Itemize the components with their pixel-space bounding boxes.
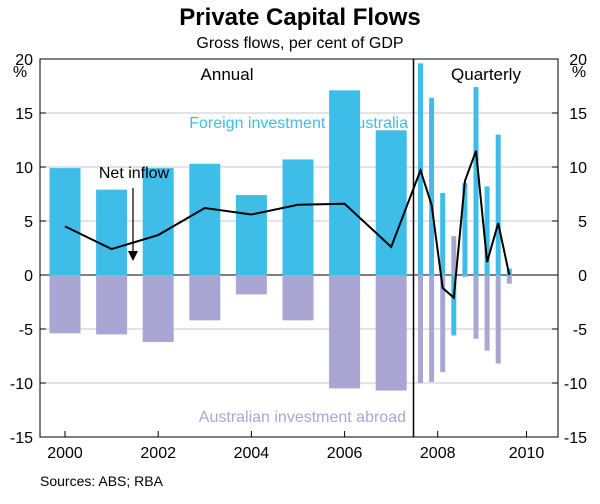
bar-inflow bbox=[440, 192, 446, 275]
y-tick-label-left: 15 bbox=[15, 106, 33, 123]
bar-inflow bbox=[451, 275, 457, 336]
bar-outflow bbox=[429, 275, 435, 382]
bar-inflow bbox=[49, 168, 81, 275]
bar-inflow bbox=[235, 195, 267, 275]
x-tick-label: 2000 bbox=[47, 445, 83, 462]
y-tick-label-left: -10 bbox=[10, 376, 33, 393]
bar-outflow bbox=[96, 275, 128, 335]
bar-inflow bbox=[189, 163, 221, 275]
y-tick-label-right: 20 bbox=[569, 52, 587, 69]
unit-label-right: % bbox=[572, 64, 586, 81]
chart-subtitle: Gross flows, per cent of GDP bbox=[196, 35, 404, 52]
y-tick-label-left: 20 bbox=[15, 52, 33, 69]
net-inflow-arrowhead bbox=[128, 251, 138, 261]
bar-inflow bbox=[142, 168, 174, 275]
panel-label-quarterly: Quarterly bbox=[451, 65, 521, 84]
outflow-annotation: Australian investment abroad bbox=[199, 409, 406, 426]
y-tick-label-left: 0 bbox=[24, 268, 33, 285]
x-tick-label: 2006 bbox=[327, 445, 363, 462]
y-tick-label-right: 10 bbox=[569, 160, 587, 177]
bar-inflow bbox=[495, 134, 501, 275]
bar-inflow bbox=[462, 183, 468, 275]
unit-label-left: % bbox=[13, 64, 27, 81]
source-note: Sources: ABS; RBA bbox=[40, 473, 163, 489]
bar-inflow bbox=[329, 90, 361, 275]
bar-inflow bbox=[484, 186, 490, 275]
net-inflow-annotation: Net inflow bbox=[99, 165, 170, 182]
bar-outflow bbox=[142, 275, 174, 342]
y-tick-label-left: 10 bbox=[15, 160, 33, 177]
inflow-annotation: Foreign investment in Australia bbox=[189, 115, 408, 132]
bar-inflow bbox=[282, 159, 314, 275]
bar-outflow bbox=[484, 275, 490, 351]
y-tick-label-right: 0 bbox=[578, 268, 587, 285]
y-tick-label-right: -5 bbox=[573, 322, 587, 339]
plot-frame bbox=[39, 58, 559, 438]
series-net-inflow bbox=[64, 150, 511, 300]
bar-outflow bbox=[418, 275, 423, 383]
x-tick-label: 2004 bbox=[234, 445, 270, 462]
bar-outflow bbox=[235, 275, 267, 295]
y-tick-label-left: 5 bbox=[24, 214, 33, 231]
y-tick-label-left: -15 bbox=[10, 430, 33, 447]
bar-outflow bbox=[473, 275, 479, 339]
y-tick-label-right: 15 bbox=[569, 106, 587, 123]
bar-outflow bbox=[282, 275, 314, 321]
bar-inflow bbox=[96, 189, 128, 275]
bar-outflow bbox=[462, 275, 468, 278]
panel-label-annual: Annual bbox=[201, 65, 254, 84]
bar-outflow bbox=[49, 275, 81, 334]
bar-outflow bbox=[506, 275, 512, 284]
y-tick-label-right: -10 bbox=[564, 376, 587, 393]
chart-title: Private Capital Flows bbox=[179, 4, 421, 31]
bar-outflow bbox=[375, 275, 407, 391]
bar-inflow bbox=[429, 97, 435, 275]
x-tick-label: 2008 bbox=[420, 445, 456, 462]
x-tick-label: 2002 bbox=[140, 445, 176, 462]
bar-outflow bbox=[189, 275, 221, 321]
bar-outflow bbox=[451, 236, 457, 275]
bar-inflow bbox=[473, 87, 479, 275]
x-tick-label: 2010 bbox=[509, 445, 545, 462]
bar-outflow bbox=[495, 275, 501, 364]
y-tick-label-right: 5 bbox=[578, 214, 587, 231]
bar-inflow bbox=[375, 130, 407, 275]
y-tick-label-left: -5 bbox=[19, 322, 33, 339]
bar-outflow bbox=[440, 275, 446, 373]
bar-outflow bbox=[329, 275, 361, 389]
y-tick-label-right: -15 bbox=[564, 430, 587, 447]
